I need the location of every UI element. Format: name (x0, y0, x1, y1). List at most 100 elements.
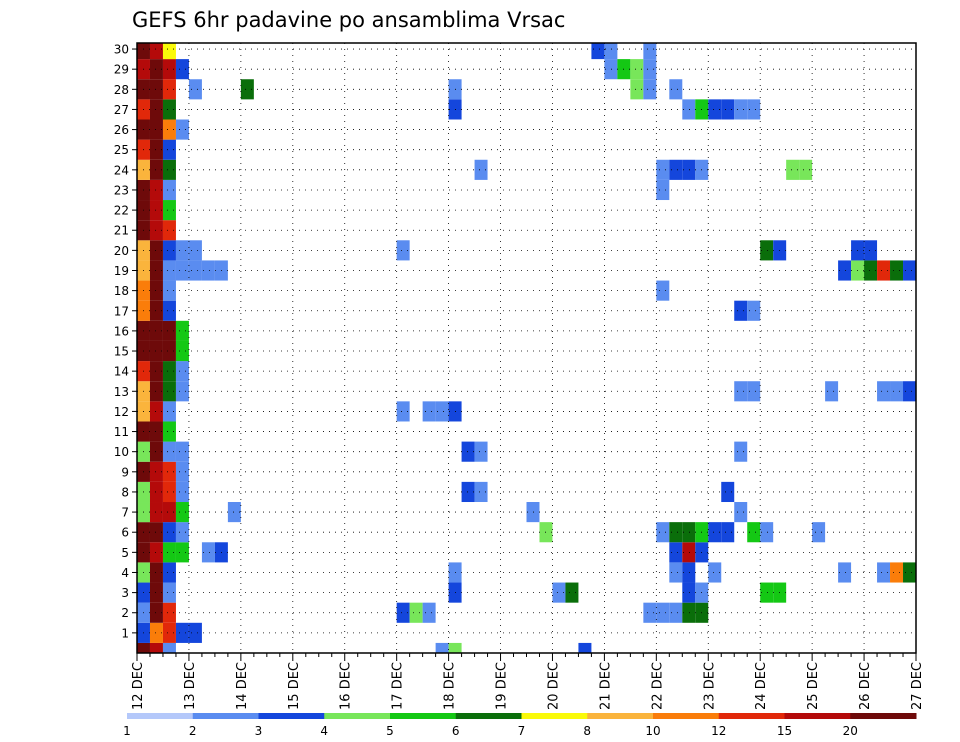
heatmap-cell (812, 522, 826, 543)
y-tick-label: 5 (121, 546, 129, 560)
y-tick-label: 25 (114, 143, 129, 157)
y-tick-label: 14 (114, 365, 129, 379)
x-tick-label: 14 DEC (235, 662, 250, 710)
heatmap-cell (734, 502, 748, 523)
legend-label: 4 (320, 724, 328, 738)
heatmap-cell (149, 622, 163, 643)
heatmap-cell (747, 300, 761, 321)
x-tick-label: 26 DEC (858, 662, 873, 710)
heatmap-cell (149, 79, 163, 100)
heatmap-cell (149, 43, 163, 60)
chart-title: GEFS 6hr padavine po ansamblima Vrsac (132, 8, 565, 32)
heatmap-cell (903, 381, 916, 402)
heatmap-cell (162, 300, 176, 321)
y-tick-label: 23 (114, 183, 129, 197)
heatmap-cell (630, 79, 644, 100)
heatmap-cell (162, 179, 176, 201)
heatmap-cell (149, 280, 163, 301)
x-axis: 12 DEC 13 DEC 14 DEC 15 DEC 16 DEC 17 DEC 18 D… (131, 653, 925, 710)
heatmap-cell (188, 240, 202, 261)
heatmap-cell (162, 582, 176, 603)
heatmap-cell (526, 502, 540, 523)
legend-swatch (390, 713, 457, 719)
heatmap-cell (682, 159, 696, 180)
heatmap-cell (396, 401, 410, 422)
legend-swatch (127, 713, 194, 719)
y-tick-label: 9 (121, 465, 129, 479)
heatmap-cell (591, 43, 605, 60)
heatmap-cell (162, 502, 176, 523)
heatmap-cell (604, 59, 618, 80)
y-tick-label: 12 (114, 405, 129, 419)
y-tick-label: 1 (121, 626, 129, 640)
heatmap-cell (162, 220, 176, 241)
y-tick-label: 28 (114, 83, 129, 97)
heatmap-cell (162, 200, 176, 221)
color-legend: 1 2 3 4 5 6 7 8 10 12 15 20 (123, 713, 917, 738)
heatmap-cell (877, 562, 891, 583)
y-tick-label: 30 (114, 43, 129, 57)
heatmap-cell (786, 159, 800, 180)
heatmap-cell (890, 381, 904, 402)
y-tick-label: 8 (121, 485, 129, 499)
grid-lines (137, 43, 916, 653)
y-tick-label: 3 (121, 586, 129, 600)
heatmap-cell (162, 79, 176, 100)
heatmap-cell (149, 139, 163, 160)
legend-label: 6 (452, 724, 460, 738)
y-tick-label: 6 (121, 526, 129, 540)
heatmap-cell (760, 522, 774, 543)
heatmap-cell (903, 562, 916, 583)
plot-frame (136, 42, 917, 654)
heatmap-cell (669, 522, 683, 543)
legend-swatch (455, 713, 522, 719)
heatmap-cell (149, 502, 163, 523)
x-tick-label: 22 DEC (650, 662, 665, 710)
heatmap-cell (435, 401, 449, 422)
heatmap-cell (162, 622, 176, 643)
heatmap-cell (162, 139, 176, 160)
heatmap-cell (149, 159, 163, 180)
legend-swatch (192, 713, 259, 719)
heatmap-cell (175, 260, 189, 281)
heatmap-cell (656, 602, 670, 623)
heatmap-cell (708, 99, 722, 120)
x-tick-label: 20 DEC (546, 662, 561, 710)
heatmap-cell (162, 522, 176, 543)
y-tick-label: 19 (114, 264, 129, 278)
heatmap-cell (149, 300, 163, 321)
y-tick-label: 16 (114, 324, 129, 338)
heatmap-cell (149, 542, 163, 563)
heatmap-cell (162, 260, 176, 281)
legend-swatch (784, 713, 851, 719)
heatmap-cell (422, 602, 436, 623)
heatmap-cell (669, 159, 683, 180)
heatmap-cell (162, 461, 176, 482)
heatmap-cell (799, 159, 813, 180)
heatmap-cell (552, 582, 566, 603)
heatmap-cell (175, 119, 189, 140)
heatmap-cell (682, 562, 696, 583)
heatmap-cell (760, 240, 774, 261)
x-tick-label: 12 DEC (131, 662, 146, 710)
y-axis: 1234567891011121314151617181920212223242… (114, 43, 137, 640)
x-tick-label: 21 DEC (598, 662, 613, 710)
heatmap-cell (175, 59, 189, 80)
heatmap-cell (162, 320, 176, 341)
y-tick-label: 13 (114, 385, 129, 399)
heatmap-cell (149, 381, 163, 402)
legend-swatch (850, 713, 917, 719)
y-tick-label: 18 (114, 284, 129, 298)
heatmap-cell (708, 522, 722, 543)
y-tick-label: 17 (114, 304, 129, 318)
legend-label: 3 (255, 724, 263, 738)
heatmap-cell (643, 59, 657, 80)
heatmap-cell (162, 59, 176, 80)
heatmap-cell (175, 441, 189, 462)
heatmap-cell (448, 642, 462, 653)
heatmap-cell (149, 562, 163, 583)
heatmap-cell (656, 179, 670, 201)
heatmap-cell (149, 522, 163, 543)
heatmap-cell (149, 401, 163, 422)
heatmap-cell (409, 602, 423, 623)
